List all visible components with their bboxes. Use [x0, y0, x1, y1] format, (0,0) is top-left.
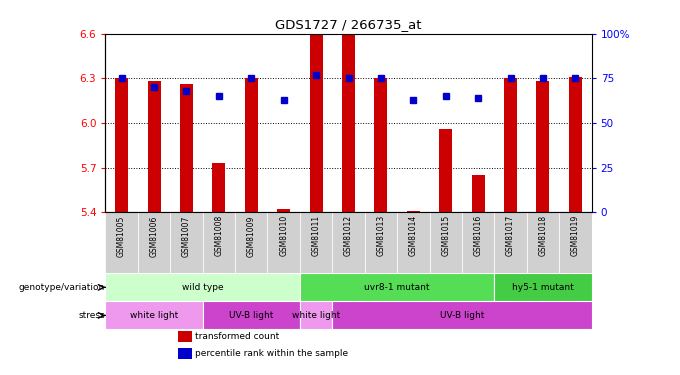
Bar: [375, 78, 388, 212]
Bar: [203, 302, 300, 329]
Text: uvr8-1 mutant: uvr8-1 mutant: [364, 283, 430, 292]
Text: stress: stress: [78, 311, 105, 320]
Bar: [494, 273, 592, 302]
Bar: [430, 212, 462, 273]
Bar: [439, 129, 452, 212]
Text: GSM81013: GSM81013: [377, 215, 386, 256]
Bar: [462, 212, 494, 273]
Bar: [178, 348, 192, 359]
Text: white light: white light: [130, 311, 178, 320]
Bar: [245, 78, 258, 212]
Bar: [212, 163, 225, 212]
Bar: [138, 212, 170, 273]
Text: GSM81012: GSM81012: [344, 215, 353, 256]
Text: GSM81011: GSM81011: [311, 215, 320, 256]
Text: wild type: wild type: [182, 283, 224, 292]
Text: GSM81018: GSM81018: [539, 215, 547, 256]
Bar: [178, 331, 192, 342]
Bar: [333, 302, 592, 329]
Bar: [170, 212, 203, 273]
Bar: [203, 212, 235, 273]
Text: UV-B light: UV-B light: [440, 311, 484, 320]
Bar: [472, 175, 485, 212]
Bar: [277, 209, 290, 212]
Text: white light: white light: [292, 311, 340, 320]
Text: GSM81009: GSM81009: [247, 215, 256, 256]
Bar: [105, 273, 300, 302]
Title: GDS1727 / 266735_at: GDS1727 / 266735_at: [275, 18, 422, 31]
Text: GSM81019: GSM81019: [571, 215, 580, 256]
Bar: [148, 81, 160, 212]
Bar: [407, 211, 420, 212]
Text: GSM81015: GSM81015: [441, 215, 450, 256]
Bar: [364, 212, 397, 273]
Text: GSM81017: GSM81017: [506, 215, 515, 256]
Bar: [300, 302, 333, 329]
Text: GSM81005: GSM81005: [117, 215, 126, 256]
Bar: [309, 34, 322, 212]
Text: GSM81007: GSM81007: [182, 215, 191, 256]
Bar: [300, 212, 333, 273]
Text: genotype/variation: genotype/variation: [18, 283, 105, 292]
Text: GSM81014: GSM81014: [409, 215, 418, 256]
Text: GSM81006: GSM81006: [150, 215, 158, 256]
Bar: [504, 78, 517, 212]
Text: hy5-1 mutant: hy5-1 mutant: [512, 283, 574, 292]
Bar: [559, 212, 592, 273]
Bar: [300, 273, 494, 302]
Bar: [105, 212, 138, 273]
Bar: [527, 212, 559, 273]
Bar: [569, 77, 582, 212]
Bar: [267, 212, 300, 273]
Bar: [494, 212, 527, 273]
Bar: [537, 81, 549, 212]
Text: GSM81016: GSM81016: [474, 215, 483, 256]
Text: transformed count: transformed count: [195, 332, 279, 340]
Bar: [397, 212, 430, 273]
Text: GSM81008: GSM81008: [214, 215, 223, 256]
Text: percentile rank within the sample: percentile rank within the sample: [195, 349, 348, 358]
Text: UV-B light: UV-B light: [229, 311, 273, 320]
Bar: [115, 78, 128, 212]
Bar: [333, 212, 364, 273]
Bar: [105, 302, 203, 329]
Bar: [235, 212, 267, 273]
Text: GSM81010: GSM81010: [279, 215, 288, 256]
Bar: [342, 34, 355, 212]
Bar: [180, 84, 193, 212]
